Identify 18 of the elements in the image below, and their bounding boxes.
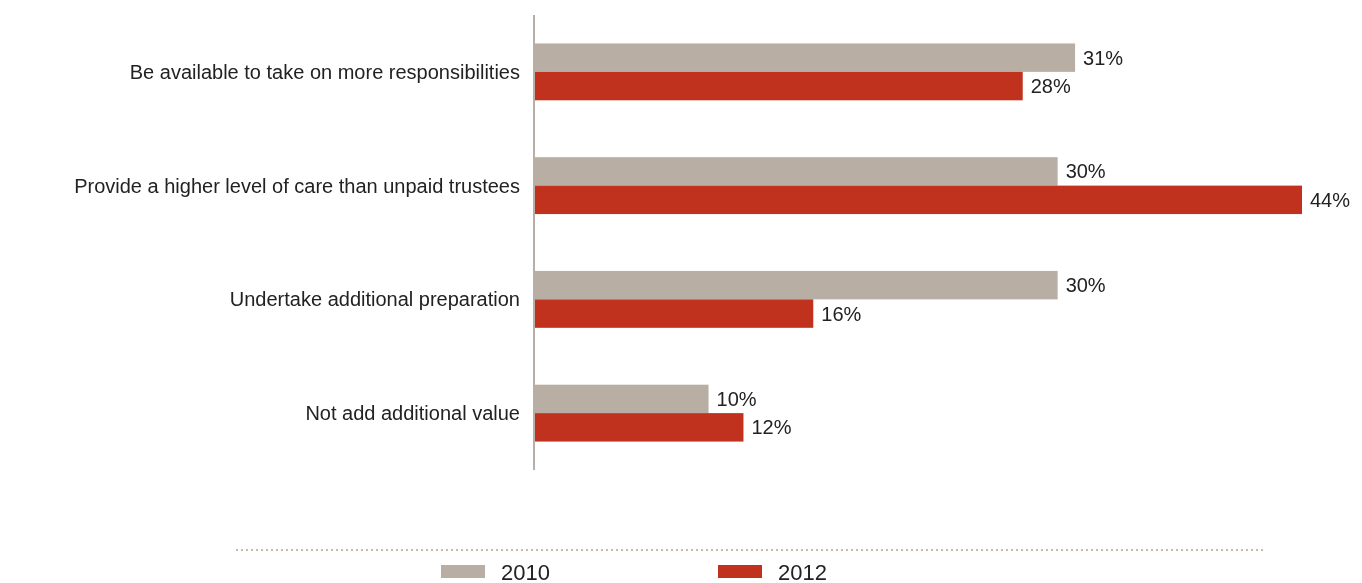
bar [534, 71, 1023, 101]
data-label: 28% [1030, 75, 1071, 98]
data-label: 16% [821, 302, 862, 325]
data-label: 30% [1065, 274, 1106, 297]
legend-label: 2010 [501, 559, 550, 583]
y-tick-label: Provide a higher level of care than unpaid trustees [74, 174, 520, 197]
y-tick-label: Undertake additional preparation [229, 288, 520, 311]
bar [534, 413, 744, 442]
bar [534, 299, 814, 328]
data-label: 31% [1083, 46, 1124, 69]
y-tick-label: Not add additional value [305, 402, 520, 425]
bar [534, 185, 1302, 215]
data-label: 44% [1310, 188, 1351, 211]
data-label: 30% [1065, 160, 1106, 183]
legend-label: 2012 [778, 559, 827, 583]
y-tick-label: Be available to take on more responsibilities [129, 60, 520, 83]
data-label: 10% [716, 387, 757, 410]
data-label: 12% [751, 416, 792, 439]
